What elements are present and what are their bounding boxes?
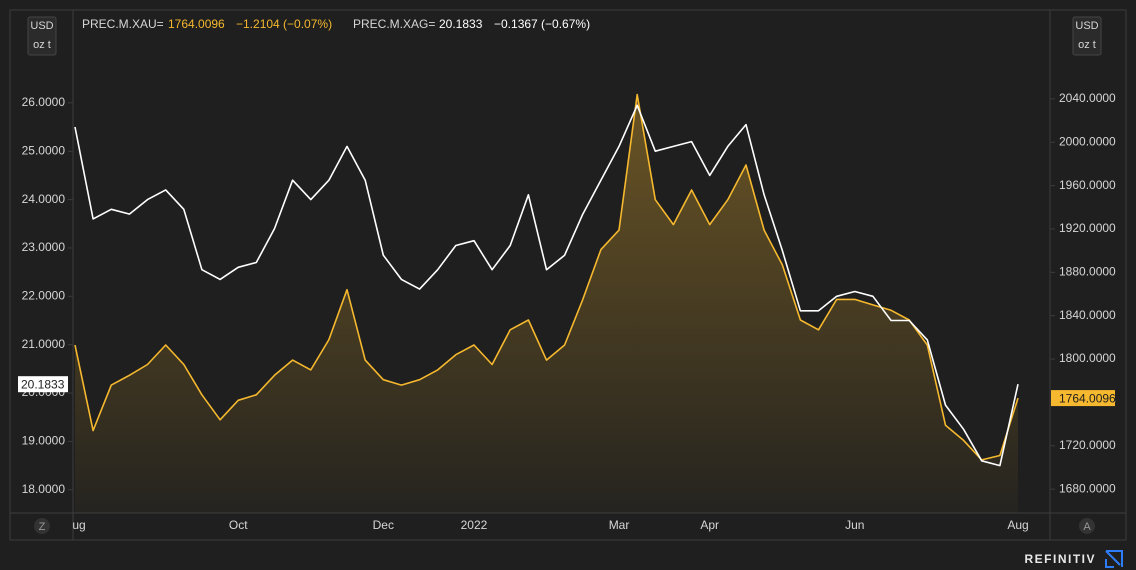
unit-box [1072, 16, 1102, 56]
y2-tick-label: 1800.0000 [1059, 351, 1116, 365]
unit-box [27, 16, 57, 56]
line [74, 93, 1019, 461]
button-bg [1079, 518, 1095, 534]
brand-logo [1105, 550, 1123, 568]
auto-button[interactable]: A [1083, 521, 1091, 533]
y-tick-label: 18.0000 [22, 482, 66, 496]
brand: REFINITIV [1024, 552, 1096, 566]
legend-name: PREC.M.XAU= [82, 17, 164, 31]
y-tick-label: 26.0000 [22, 95, 66, 109]
last-value-label: 1764.0096 [1059, 391, 1116, 405]
x-tick-label: Dec [373, 518, 394, 532]
unit-label: oz t [33, 39, 51, 51]
legend-change: −0.1367 (−0.67%) [494, 17, 590, 31]
x-tick-label: Aug [64, 518, 85, 532]
legend-change: −1.2104 (−0.07%) [236, 17, 332, 31]
x-tick-label: 2022 [461, 518, 488, 532]
y2-tick-label: 1720.0000 [1059, 438, 1116, 452]
y2-tick-label: 1680.0000 [1059, 481, 1116, 495]
button-bg [34, 518, 50, 534]
x-tick-label: Jun [845, 518, 864, 532]
area [75, 94, 1018, 513]
last-value-badge [1051, 390, 1115, 407]
y2-tick-label: 1920.0000 [1059, 221, 1116, 235]
last-value-badge [18, 376, 68, 393]
units-left: USD oz t [27, 16, 57, 56]
y-tick-label: 24.0000 [22, 192, 66, 206]
y2-tick-label: 1880.0000 [1059, 265, 1116, 279]
y2-tick-label: 2000.0000 [1059, 134, 1116, 148]
y-tick-label: 21.0000 [22, 337, 66, 351]
legend: PREC.M.XAU= 1764.0096 −1.2104 (−0.07%) P… [82, 17, 590, 31]
line [74, 104, 1019, 467]
x-tick-label: Mar [609, 518, 630, 532]
unit-label: oz t [1078, 39, 1096, 51]
legend-name: PREC.M.XAG= [353, 17, 435, 31]
y-tick-label: 23.0000 [22, 240, 66, 254]
y-tick-label: 25.0000 [22, 143, 66, 157]
legend-last: 1764.0096 [168, 17, 225, 31]
y-tick-label: 22.0000 [22, 288, 66, 302]
y2-tick-label: 2040.0000 [1059, 91, 1116, 105]
plot [74, 93, 1019, 513]
legend-last: 20.1833 [439, 17, 483, 31]
units-right: USD oz t [1072, 16, 1102, 56]
unit-label: USD [30, 20, 53, 32]
y-tick-label: 19.0000 [22, 434, 66, 448]
x-tick-label: Apr [700, 518, 719, 532]
chart-frame [9, 9, 1127, 541]
x-tick-label: Aug [1007, 518, 1028, 532]
y2-tick-label: 1840.0000 [1059, 308, 1116, 322]
y2-tick-label: 1960.0000 [1059, 178, 1116, 192]
scale-buttons: Z A [34, 518, 1095, 534]
unit-label: USD [1075, 20, 1098, 32]
last-value-label: 20.1833 [21, 377, 65, 391]
zoom-button[interactable]: Z [39, 521, 46, 533]
x-tick-label: Oct [229, 518, 248, 532]
